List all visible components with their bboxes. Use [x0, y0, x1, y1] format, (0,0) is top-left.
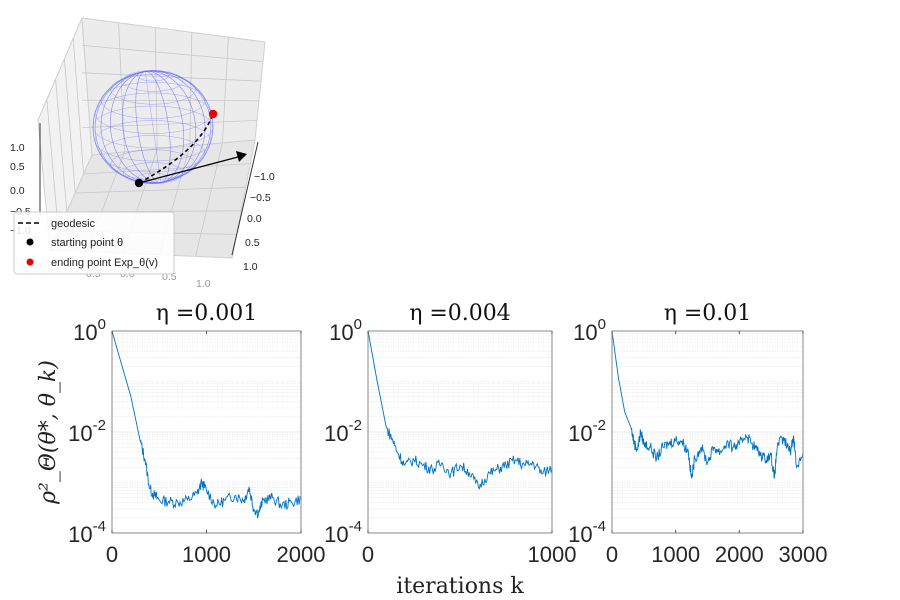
x-tick-label: 3000 — [779, 542, 828, 567]
z-tick-label: 0.5 — [10, 161, 25, 173]
legend-start-icon — [26, 238, 34, 246]
y-tick-label: 1.0 — [243, 261, 258, 273]
y-tick-label: 10-2 — [324, 417, 362, 446]
y-axis-line — [231, 141, 259, 256]
subplot-title: η =0.001 — [156, 301, 258, 326]
y-tick-label: −1.0 — [254, 171, 275, 183]
y-tick-label: 10-4 — [568, 518, 606, 547]
x-tick-label: 0 — [106, 542, 118, 567]
x-tick-label: 1000 — [182, 542, 231, 567]
subplot-title: η =0.004 — [409, 301, 511, 326]
tangent-vector-arrow — [138, 156, 239, 184]
y-tick-label: 10-4 — [324, 518, 362, 547]
legend-end-label: ending point Exp_θ(v) — [51, 257, 158, 269]
back-pane-back — [81, 17, 266, 156]
series-line — [611, 330, 804, 479]
legend-box — [13, 211, 175, 275]
x-tick-label: 1000 — [651, 542, 700, 567]
legend-geodesic-label: geodesic — [51, 218, 96, 230]
sphere-3d-plot: 1.00.50.0−0.5−1.0−1.0−0.50.00.51.00.50.0… — [10, 17, 275, 290]
x-tick-label: 0 — [362, 542, 374, 567]
y-tick-label: 0.0 — [247, 213, 262, 225]
y-tick-label: 10-4 — [68, 518, 106, 547]
legend: geodesic starting point θ ending point E… — [13, 211, 175, 275]
series-line — [367, 330, 553, 491]
y-tick-label: −0.5 — [250, 192, 271, 204]
subplot-title: η =0.01 — [664, 301, 752, 326]
x-tick-label: 2000 — [277, 542, 326, 567]
starting-point-marker — [134, 178, 144, 188]
legend-end-icon — [26, 258, 34, 266]
shared-xlabel: iterations k — [396, 574, 524, 599]
y-tick-label: 10-2 — [568, 417, 606, 446]
x-tick-label: 1000 — [528, 542, 577, 567]
shared-ylabel: ρ²_Θ(θ*, θ_k) — [36, 360, 61, 505]
y-tick-label: 100 — [573, 316, 606, 345]
sphere-wireframe — [92, 69, 214, 185]
x-tick-label: 1.0 — [196, 278, 211, 290]
geodesic-curve — [138, 113, 214, 184]
plot-frame — [611, 330, 804, 534]
z-tick-label: 1.0 — [10, 142, 25, 154]
legend-start-label: starting point θ — [51, 237, 123, 249]
z-tick-label: 0.0 — [10, 185, 25, 197]
series-line — [111, 330, 302, 519]
y-tick-label: 10-2 — [68, 417, 106, 446]
log-plot-2: 0 1000 100 10-2 10-4 η =0.004 — [324, 301, 576, 567]
y-tick-label: 100 — [329, 316, 362, 345]
log-plot-3: 0 1000 2000 3000 100 10-2 10-4 η =0.01 — [568, 301, 827, 567]
y-tick-label: 100 — [73, 316, 106, 345]
x-tick-label: 0 — [606, 542, 618, 567]
x-tick-label: 2000 — [715, 542, 764, 567]
ending-point-marker — [208, 109, 218, 119]
y-tick-label: 0.5 — [245, 237, 260, 249]
arrow-head-icon — [236, 151, 247, 162]
plot-frame — [367, 330, 553, 534]
log-plot-1: 0 1000 2000 100 10-2 10-4 η =0.001 — [68, 301, 325, 567]
